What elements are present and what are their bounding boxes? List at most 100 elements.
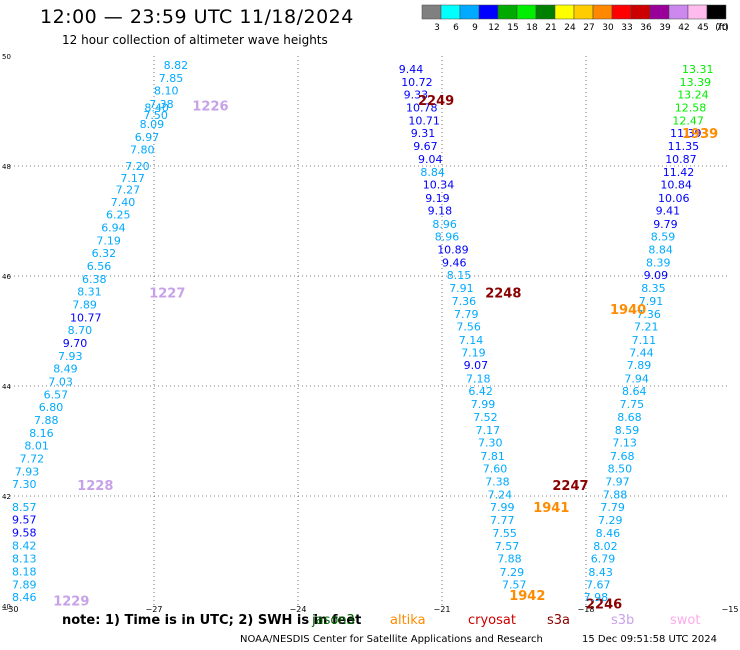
colorbar-swatch	[478, 4, 499, 20]
data-point-label: 7.79	[454, 308, 479, 321]
data-point-label: 7.75	[620, 398, 645, 411]
data-point-label: 13.39	[680, 76, 712, 89]
data-point-label: 7.38	[485, 476, 510, 489]
pass-id-label: 2247	[552, 479, 588, 494]
y-tick-label: 46	[2, 273, 11, 281]
colorbar-swatch	[516, 4, 537, 20]
data-point-label: 7.40	[111, 196, 136, 209]
data-point-label: 7.20	[125, 160, 150, 173]
data-point-label: 10.72	[401, 76, 433, 89]
footer-note: note: 1) Time is in UTC; 2) SWH is in fe…	[62, 613, 362, 628]
pass-id-label: 1228	[77, 479, 113, 494]
pass-id-label: 2246	[586, 597, 622, 612]
y-tick-label: 44	[2, 383, 11, 391]
colorbar-tick-label: 33	[621, 23, 632, 33]
colorbar-swatch	[554, 4, 575, 20]
data-point-label: 8.01	[24, 439, 49, 452]
colorbar-swatch	[573, 4, 594, 20]
data-point-label: 7.77	[490, 514, 515, 527]
pass-id-label: 1942	[509, 589, 545, 604]
colorbar-tick-label: 36	[640, 23, 652, 33]
data-point-label: 7.97	[605, 476, 630, 489]
data-point-label: 8.46	[12, 591, 37, 604]
data-point-label: 7.29	[500, 566, 524, 579]
data-point-label: 6.25	[106, 208, 131, 221]
data-point-label: 7.89	[12, 579, 37, 592]
data-point-label: 6.79	[591, 553, 616, 566]
data-point-label: 11.42	[663, 166, 695, 179]
chart-marks: 8.827.858.107.388.407.508.096.977.807.20…	[12, 59, 718, 612]
data-point-label: 9.41	[656, 205, 681, 218]
data-point-label: 8.39	[646, 256, 671, 269]
data-point-label: 8.59	[615, 424, 640, 437]
data-point-label: 7.99	[471, 398, 496, 411]
pass-id-label: 1940	[610, 303, 646, 318]
data-point-label: 8.42	[12, 540, 37, 553]
data-point-label: 7.85	[159, 72, 184, 85]
series-s3a: 9.4410.729.3310.7810.719.319.679.048.841…	[399, 63, 622, 612]
colorbar-swatch	[497, 4, 518, 20]
data-point-label: 7.56	[456, 321, 481, 334]
series-s3b: 8.827.858.107.388.407.508.096.977.80 7.20…	[12, 59, 229, 610]
pass-id-label: 1941	[533, 501, 569, 516]
chart-grid	[10, 56, 730, 606]
y-tick-label: 50	[2, 53, 11, 61]
data-point-label: 7.79	[600, 501, 625, 514]
data-point-label: 9.07	[464, 359, 489, 372]
data-point-label: 8.13	[12, 553, 37, 566]
data-point-label: 13.24	[677, 89, 709, 102]
colorbar-tick-label: 27	[583, 23, 594, 33]
data-point-label: 7.13	[612, 437, 637, 450]
colorbar-tick-label: 12	[488, 23, 499, 33]
colorbar-swatch	[630, 4, 651, 20]
data-point-label: 10.71	[408, 114, 440, 127]
data-point-label: 7.60	[483, 463, 508, 476]
data-point-label: 7.24	[488, 488, 512, 501]
data-point-label: 8.49	[53, 362, 77, 375]
data-point-label: 8.57	[12, 501, 37, 514]
data-point-label: 9.31	[411, 127, 436, 140]
chart-axes: −30 −27 −24 −21 −18 −15 40 42 44 46 48 50	[2, 53, 739, 614]
data-point-label: 9.09	[644, 269, 669, 282]
data-point-label: 7.18	[466, 372, 491, 385]
colorbar-tick-label: 70	[716, 23, 728, 33]
colorbar-tick-label: 42	[678, 23, 689, 33]
data-point-label: 8.02	[593, 540, 618, 553]
data-point-label: 6.42	[468, 385, 493, 398]
data-point-label: 7.99	[490, 501, 515, 514]
data-point-label: 7.80	[130, 144, 155, 157]
data-point-label: 10.34	[423, 179, 455, 192]
data-point-label: 8.43	[588, 566, 613, 579]
colorbar-tick-label: 18	[526, 23, 538, 33]
data-point-label: 7.55	[492, 527, 517, 540]
data-point-label: 7.11	[632, 334, 657, 347]
data-point-label: 7.89	[72, 299, 97, 312]
data-point-label: 8.10	[154, 85, 179, 98]
data-point-label: 7.81	[480, 450, 505, 463]
data-point-label: 12.58	[675, 102, 707, 115]
data-point-label: 12.47	[672, 114, 704, 127]
data-point-label: 7.88	[34, 414, 59, 427]
data-point-label: 7.50	[143, 109, 168, 122]
data-point-label: 9.46	[442, 256, 467, 269]
satellite-legend-swot: swot	[670, 613, 701, 628]
colorbar-swatch	[706, 4, 727, 20]
satellite-legend-s3a: s3a	[547, 613, 571, 628]
data-point-label: 7.68	[610, 450, 635, 463]
data-point-label: 6.97	[135, 131, 160, 144]
data-point-label: 6.80	[39, 401, 64, 414]
colorbar-swatch	[459, 4, 480, 20]
data-point-label: 8.84	[648, 244, 673, 257]
data-point-label: 7.36	[636, 308, 661, 321]
data-point-label: 9.79	[653, 218, 678, 231]
chart-subtitle: 12 hour collection of altimeter wave hei…	[62, 33, 328, 47]
footer-credit: NOAA/NESDIS Center for Satellite Applica…	[240, 634, 543, 645]
data-point-label: 10.78	[406, 102, 438, 115]
data-point-label: 7.67	[586, 579, 611, 592]
pass-id-label: 1229	[53, 595, 89, 610]
data-point-label: 7.94	[624, 372, 649, 385]
pass-id-label: 2248	[485, 287, 521, 302]
colorbar-swatch	[611, 4, 632, 20]
data-point-label: 10.89	[437, 244, 469, 257]
